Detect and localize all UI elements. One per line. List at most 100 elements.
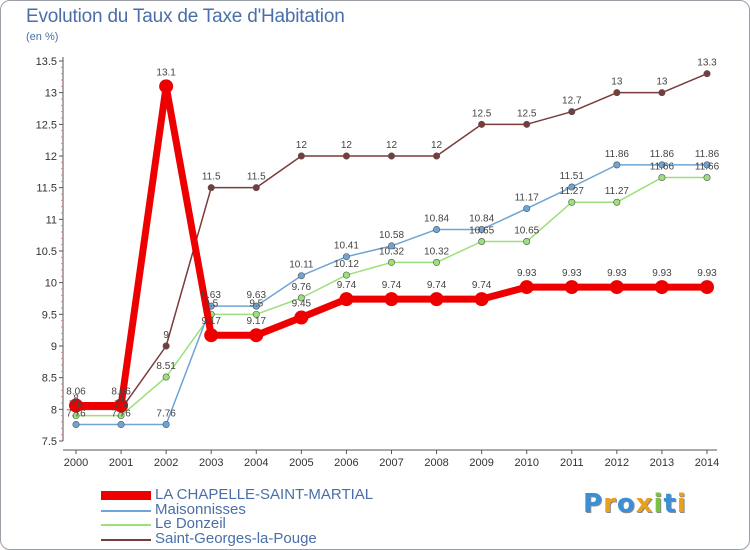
x-tick-label: 2010 — [514, 457, 538, 469]
x-tick-label: 2007 — [379, 457, 403, 469]
data-point — [162, 373, 170, 381]
y-tick-label: 9 — [51, 341, 57, 353]
data-point — [339, 292, 354, 307]
value-label: 10.11 — [289, 260, 314, 271]
value-label: 13.3 — [697, 58, 717, 69]
y-tick-label: 10.5 — [36, 246, 57, 258]
y-tick-label: 11.5 — [36, 183, 57, 195]
value-label: 10.32 — [424, 246, 449, 257]
value-label: 8.06 — [111, 387, 131, 398]
value-label: 9.63 — [201, 290, 221, 301]
chart-title: Evolution du Taux de Taxe d'Habitation — [26, 6, 345, 27]
value-label: 12.5 — [472, 108, 492, 119]
value-labels: 8.06 8.06 13.1 9.17 9.17 9.45 9.74 9.74 9.74 9.74… — [66, 58, 719, 420]
y-tick-label: 9.5 — [42, 309, 57, 321]
value-label: 10.84 — [469, 213, 494, 224]
proxiti-logo: Proxiti — [583, 489, 687, 519]
x-tick-label: 2013 — [650, 457, 674, 469]
value-label: 9 — [163, 330, 169, 341]
data-point — [478, 238, 486, 246]
unit-label: (en %) — [26, 31, 59, 43]
x-tick-label: 2006 — [334, 457, 358, 469]
data-point — [613, 161, 621, 169]
data-point — [159, 79, 174, 94]
data-point — [654, 280, 669, 295]
data-point — [658, 89, 666, 97]
x-tick-label: 2000 — [64, 457, 88, 469]
value-label: 9.17 — [247, 316, 267, 327]
y-tick-label: 8 — [51, 404, 57, 416]
value-label: 11.27 — [605, 186, 630, 197]
value-label: 9.17 — [201, 316, 221, 327]
y-tick-label: 10 — [45, 278, 57, 290]
data-point — [252, 302, 260, 310]
data-point — [433, 258, 441, 266]
legend-label: Saint-Georges-la-Pouge — [155, 530, 317, 547]
data-point — [252, 310, 260, 318]
value-label: 11.66 — [695, 162, 720, 173]
y-tick-label: 12 — [45, 151, 57, 163]
value-label: 11.66 — [650, 162, 675, 173]
data-point — [207, 184, 215, 192]
legend-swatch — [101, 524, 151, 526]
value-label: 11.5 — [247, 172, 266, 183]
value-label: 9.74 — [382, 280, 402, 291]
data-point — [297, 152, 305, 160]
x-tick-label: 2011 — [560, 457, 584, 469]
data-point — [384, 292, 399, 307]
data-point — [613, 198, 621, 206]
data-point — [387, 152, 395, 160]
y-tick-label: 12.5 — [36, 119, 57, 131]
value-label: 10.12 — [334, 259, 359, 270]
value-label: 12 — [296, 140, 308, 151]
value-label: 8.51 — [156, 361, 176, 372]
value-label: 10.84 — [424, 213, 449, 224]
value-label: 9.93 — [697, 268, 717, 279]
value-label: 8.06 — [66, 387, 86, 398]
y-tick-label: 8.5 — [42, 373, 57, 385]
value-label: 11.86 — [650, 149, 675, 160]
x-tick-label: 2001 — [109, 457, 133, 469]
data-point — [162, 342, 170, 350]
value-label: 9.5 — [204, 298, 218, 309]
value-label: 12.7 — [562, 96, 582, 107]
value-label: 7.76 — [111, 409, 131, 420]
data-point — [433, 225, 441, 233]
value-label: 11.27 — [560, 186, 585, 197]
x-tick-label: 2004 — [244, 457, 268, 469]
x-tick-label: 2012 — [605, 457, 629, 469]
x-tick-label: 2005 — [289, 457, 313, 469]
y-tick-label: 11 — [46, 214, 57, 226]
value-label: 9.93 — [517, 268, 537, 279]
value-label: 13 — [656, 77, 668, 88]
value-label: 12 — [386, 140, 398, 151]
value-label: 10.58 — [379, 230, 404, 241]
data-point — [700, 280, 714, 295]
data-point — [433, 152, 441, 160]
value-label: 9.45 — [292, 299, 312, 310]
x-tick-label: 2014 — [695, 457, 719, 469]
data-point — [72, 421, 80, 429]
data-point — [429, 292, 444, 307]
data-point — [387, 242, 395, 250]
legend-label: Le Donzeil — [155, 515, 226, 532]
data-point — [523, 120, 531, 128]
x-tick-label: 2009 — [469, 457, 493, 469]
logo-text: Proxiti — [583, 489, 687, 519]
value-label: 11.51 — [560, 171, 585, 182]
series-lines — [69, 70, 714, 429]
value-label: 12 — [341, 140, 353, 151]
value-label: 10.32 — [379, 246, 404, 257]
data-point — [249, 328, 264, 343]
value-label: 7.9 — [114, 400, 128, 411]
value-label: 8 — [73, 393, 79, 404]
value-label: 13 — [611, 77, 623, 88]
x-tick-label: 2002 — [154, 457, 178, 469]
value-label: 8 — [118, 393, 124, 404]
data-point — [613, 89, 621, 97]
value-label: 9.93 — [652, 268, 672, 279]
data-point — [519, 280, 534, 295]
value-label: 9.93 — [562, 268, 582, 279]
x-tick-label: 2008 — [424, 457, 448, 469]
